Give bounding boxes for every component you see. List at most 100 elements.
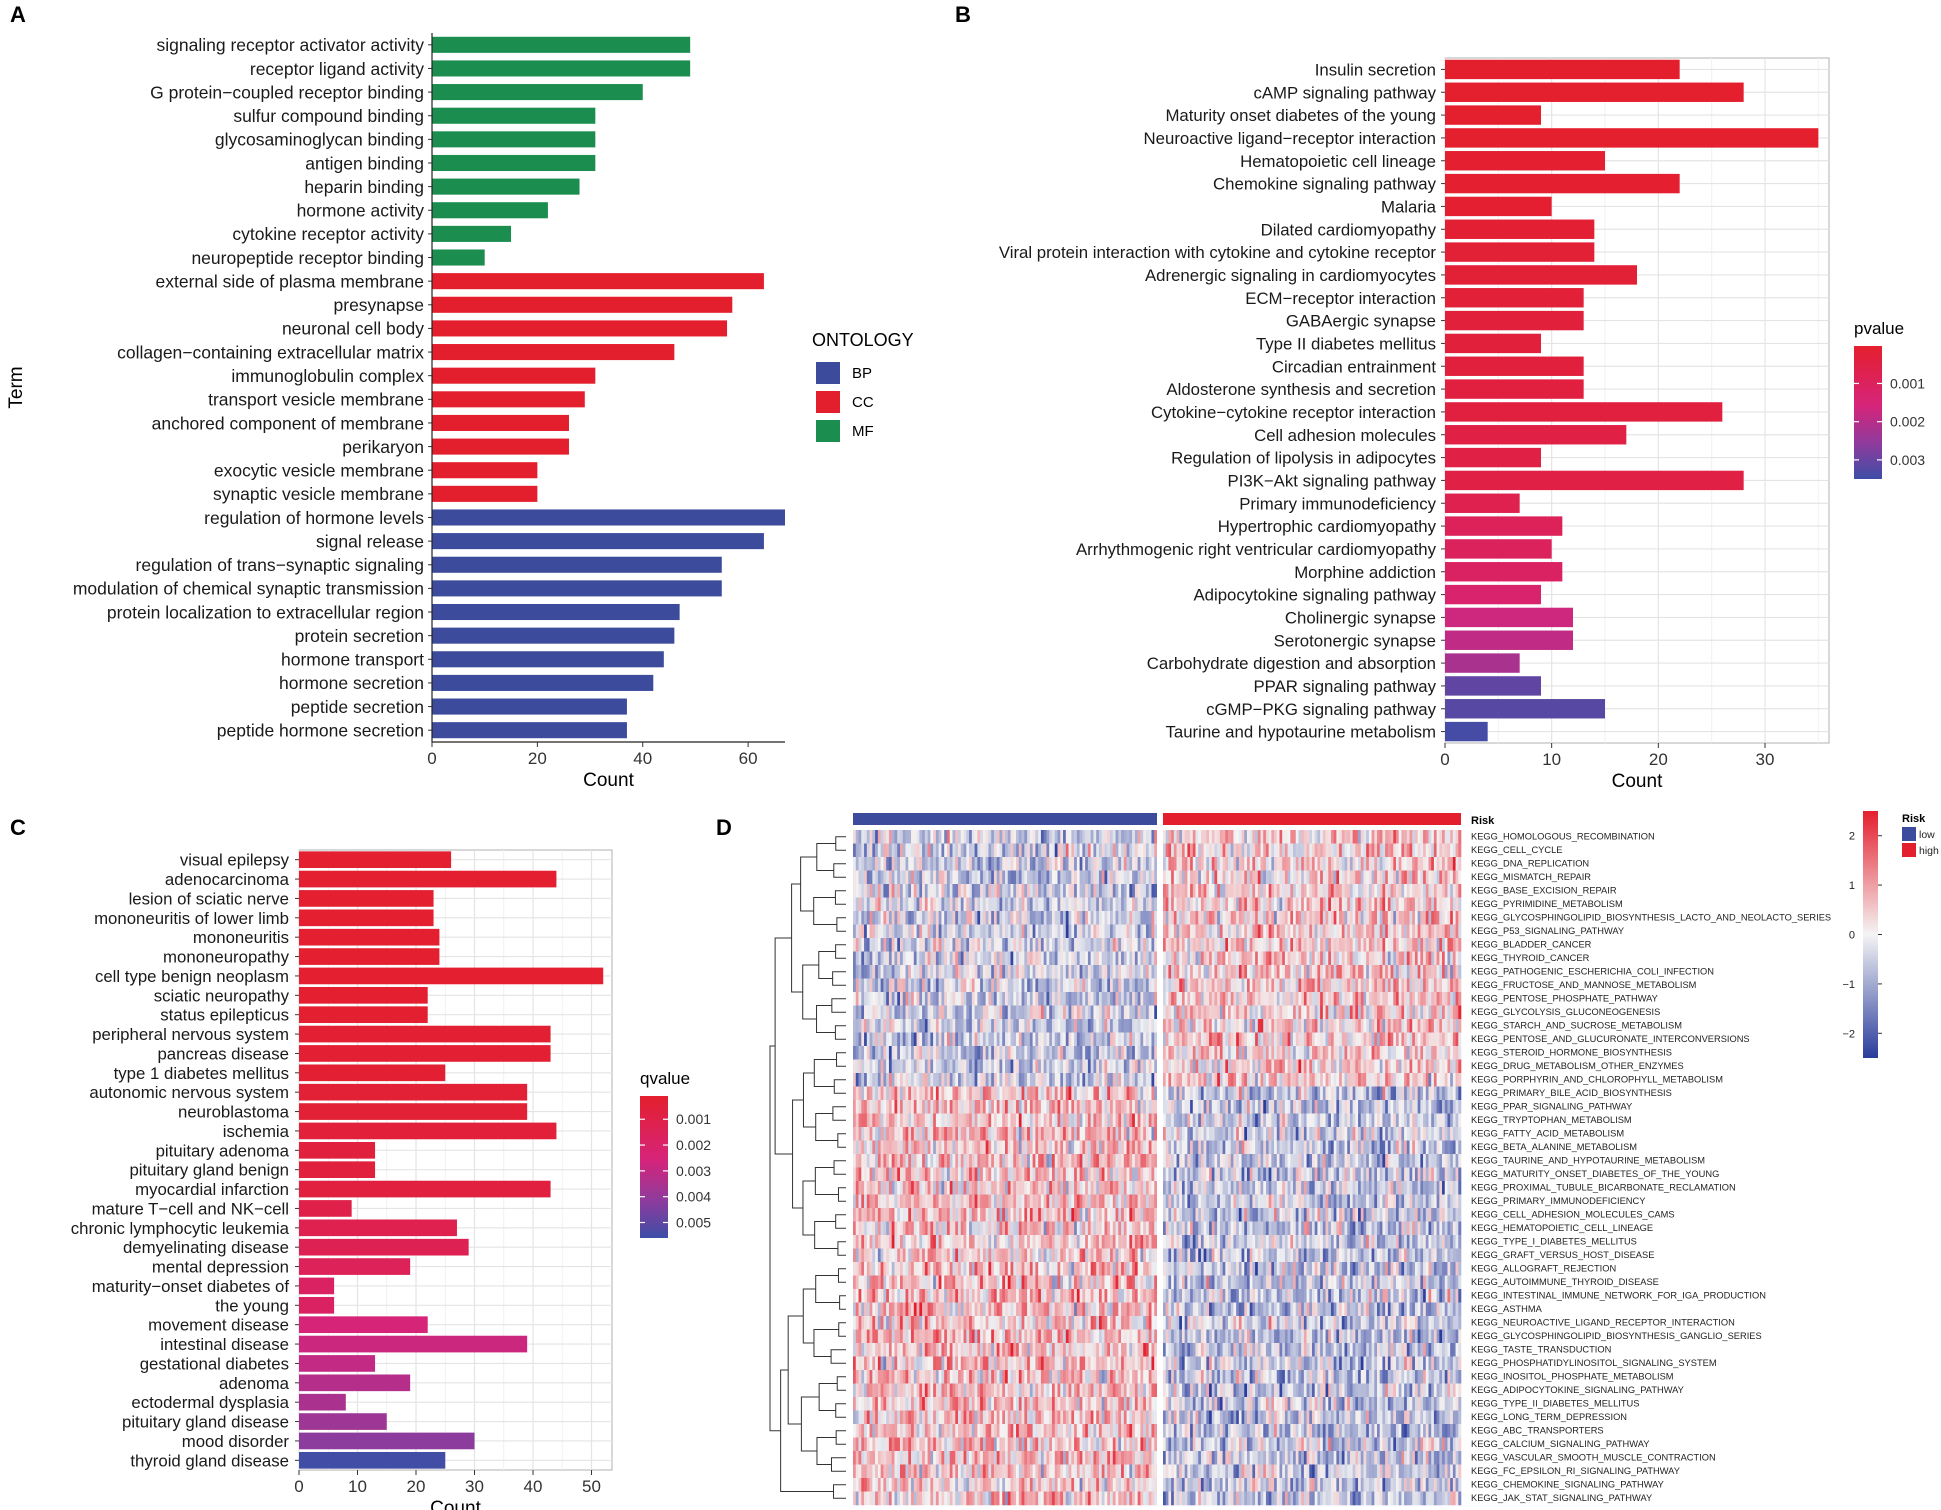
heatmap-cell [1303,1073,1307,1087]
heatmap-cell [1038,911,1042,925]
heatmap-cell [1112,965,1116,979]
bar-transport-vesicle-membrane [432,391,585,408]
heatmap-cell [1200,1059,1204,1074]
heatmap-cell [1118,951,1122,966]
y-axis-title: Term [6,366,27,408]
heatmap-cell [864,857,868,871]
heatmap-cell [930,924,934,939]
heatmap-cell [1425,951,1429,966]
heatmap-cell [922,897,926,912]
heatmap-cell [1054,911,1058,925]
heatmap-cell [1018,951,1022,966]
heatmap-cell [911,992,915,1006]
heatmap-cell [1363,1005,1367,1020]
heatmap-cell [924,843,928,858]
heatmap-cell [1360,870,1364,885]
heatmap-cell [1260,857,1264,871]
heatmap-cell [1433,911,1437,925]
heatmap-cell [1282,1086,1286,1101]
heatmap-cell [1279,951,1283,966]
heatmap-cell [1236,951,1240,966]
heatmap-cell [1257,1046,1261,1060]
heatmap-cell [963,965,967,979]
heatmap-cell [1349,1005,1353,1020]
heatmap-cell [861,830,865,844]
heatmap-cell [1444,924,1448,939]
heatmap-cell [1263,1032,1267,1047]
heatmap-cell [1279,1019,1283,1033]
heatmap-cell [1284,857,1288,871]
heatmap-cell [1314,924,1318,939]
heatmap-cell [1238,857,1242,871]
heatmap-cell [1447,884,1451,898]
heatmap-cell [941,1032,945,1047]
heatmap-cell [1096,830,1100,844]
heatmap-cell [1176,843,1180,858]
heatmap-cell [886,830,890,844]
heatmap-cell [941,1073,945,1087]
heatmap-cell [1126,1032,1130,1047]
heatmap-cell [1129,884,1133,898]
heatmap-cell [1222,1059,1226,1074]
tick-label-cytokine-cytokine-receptor-interaction: Cytokine−cytokine receptor interaction [1151,403,1436,422]
heatmap-cell [1298,897,1302,912]
heatmap-cell [1087,992,1091,1006]
heatmap-cell [1206,1032,1210,1047]
heatmap-cell [958,1032,962,1047]
heatmap-cell [1450,1019,1454,1033]
tick-label-mature-t-cell-and-nk-cell: mature T−cell and NK−cell [92,1199,289,1218]
heatmap-cell [1054,978,1058,993]
heatmap-cell [1126,857,1130,871]
heatmap-cell [1284,1005,1288,1020]
heatmap-cell [1395,911,1399,925]
heatmap-cell [1098,870,1103,885]
heatmap-cell [905,924,909,939]
heatmap-cell [946,992,951,1006]
heatmap-cell [1431,1005,1435,1020]
heatmap-cell [933,1100,937,1114]
heatmap-cell [919,1032,923,1047]
heatmap-cell [1241,978,1245,993]
heatmap-cell [1246,911,1250,925]
heatmap-cell [1382,1073,1386,1087]
heatmap-cell [1209,884,1213,898]
heatmap-cell [1043,992,1047,1006]
heatmap-cell [1018,938,1022,952]
heatmap-cell [1046,1086,1050,1101]
heatmap-cell [1151,830,1155,844]
heatmap-cell [1057,1100,1061,1114]
heatmap-cell [1401,1019,1405,1033]
heatmap-cell [1344,992,1348,1006]
heatmap-cell [1063,897,1067,912]
heatmap-cell [1301,843,1305,858]
heatmap-cell [1046,1100,1050,1114]
heatmap-cell [1298,965,1302,979]
bar-signaling-receptor-activator-activity [432,36,691,53]
heatmap-cell [1458,830,1462,844]
heatmap-cell [1163,1032,1167,1047]
heatmap-cell [861,897,865,912]
heatmap-cell [1439,830,1443,844]
heatmap-cell [1236,992,1240,1006]
heatmap-cell [1352,857,1356,871]
heatmap-cell [1007,1100,1011,1114]
heatmap-cell [1412,843,1416,858]
heatmap-cell [861,1032,865,1047]
heatmap-cell [949,1046,953,1060]
heatmap-cell [941,1059,945,1074]
heatmap-cell [1085,1032,1089,1047]
heatmap-cell [902,897,906,912]
heatmap-cell [1358,1073,1362,1087]
heatmap-cell [1098,1100,1103,1114]
heatmap-cell [1368,1073,1372,1087]
heatmap-cell [1260,992,1264,1006]
heatmap-cell [1379,1019,1383,1033]
heatmap-cell [1137,1073,1141,1087]
heatmap-cell [1255,897,1259,912]
heatmap-cell [1074,1073,1078,1087]
heatmap-cell [1024,830,1028,844]
heatmap-cell [1179,965,1183,979]
heatmap-cell [946,857,951,871]
heatmap-cell [1010,924,1014,939]
bar-exocytic-vesicle-membrane [432,462,538,479]
